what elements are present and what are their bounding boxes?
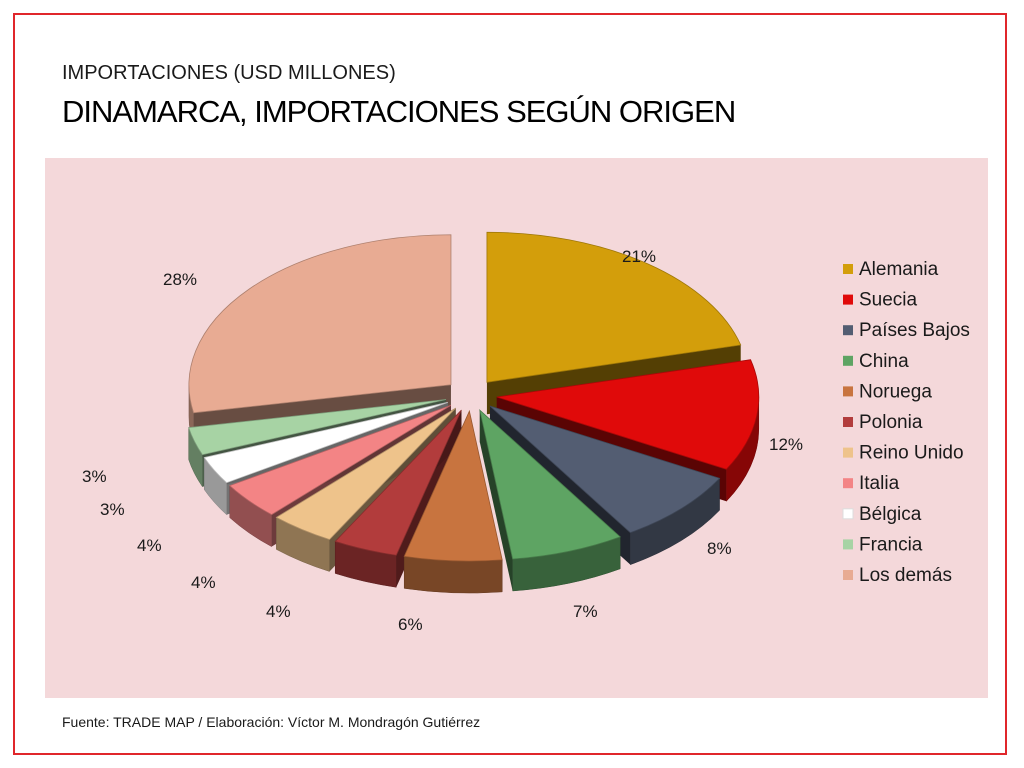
slice-top-suecia [496, 359, 760, 470]
legend-label-suecia: Suecia [859, 290, 918, 311]
data-label-china: 7% [573, 602, 598, 621]
slice-top-alemania [486, 231, 742, 383]
legend-swatch-polonia [843, 417, 853, 427]
chart-subtitle: IMPORTACIONES (USD MILLONES) [62, 62, 396, 84]
pie-slice-polonia [334, 409, 462, 588]
slice-top-china [479, 409, 621, 560]
data-label-suecia: 12% [769, 435, 803, 454]
data-label-italia: 4% [137, 536, 162, 555]
slice-top-paises-bajos [489, 405, 721, 534]
legend-swatch-belgica [842, 508, 854, 520]
legend-label-alemania: Alemania [859, 259, 939, 280]
slice-top-polonia [334, 409, 462, 556]
data-label-los-demas: 28% [163, 270, 197, 289]
data-label-noruega: 6% [398, 615, 423, 634]
legend-label-italia: Italia [859, 473, 900, 494]
source-note: Fuente: TRADE MAP / Elaboración: Víctor … [62, 714, 481, 730]
data-label-paises-bajos: 8% [707, 539, 732, 558]
chart-title: DINAMARCA, IMPORTACIONES SEGÚN ORIGEN [62, 94, 736, 129]
legend-label-reino-unido: Reino Unido [859, 443, 964, 464]
pie-data-labels: 21% 12% 8% 7% 6% 4% 4% 4% 3% 3% 28% [82, 247, 803, 634]
slice-top-belgica [203, 401, 448, 484]
legend-label-paises-bajos: Países Bajos [859, 320, 970, 341]
legend-swatch-reino-unido [843, 447, 853, 458]
legend-label-polonia: Polonia [859, 412, 923, 433]
data-label-polonia: 4% [266, 602, 291, 621]
slice-top-francia [188, 399, 447, 456]
slice-rim-noruega [403, 556, 503, 594]
slice-top-italia [228, 404, 452, 516]
data-label-alemania: 21% [622, 247, 656, 266]
pie-chart: 21% 12% 8% 7% 6% 4% 4% 4% 3% 3% 28% Alem… [45, 158, 988, 698]
chart-legend: Alemania Suecia Países Bajos China Noruega Po… [842, 259, 970, 586]
chart-area: 21% 12% 8% 7% 6% 4% 4% 4% 3% 3% 28% Alem… [45, 158, 988, 698]
slide-frame [13, 13, 1007, 755]
legend-swatch-los-demas [843, 570, 853, 580]
slice-top-los-demas [188, 234, 452, 414]
legend-swatch-italia [843, 478, 853, 489]
legend-label-belgica: Bélgica [859, 504, 922, 525]
data-label-belgica: 3% [100, 500, 125, 519]
legend-label-francia: Francia [859, 534, 923, 555]
slice-wall-china [479, 410, 513, 591]
legend-swatch-suecia [843, 294, 853, 305]
legend-swatch-paises-bajos [843, 325, 853, 336]
data-label-francia: 3% [82, 467, 107, 486]
legend-swatch-noruega [843, 386, 853, 397]
pie-slice-noruega [403, 409, 503, 594]
slice-top-reino-unido [275, 407, 457, 540]
legend-label-china: China [859, 351, 909, 372]
slice-wall-francia [188, 399, 447, 460]
pie-slice-china [479, 409, 621, 592]
legend-swatch-francia [843, 539, 853, 550]
slice-top-noruega [403, 409, 503, 562]
pie-slices [188, 231, 760, 594]
legend-label-los-demas: Los demás [859, 565, 952, 586]
legend-swatch-alemania [843, 264, 853, 274]
legend-swatch-china [843, 355, 853, 366]
data-label-reino-unido: 4% [191, 573, 216, 592]
legend-label-noruega: Noruega [859, 381, 932, 402]
